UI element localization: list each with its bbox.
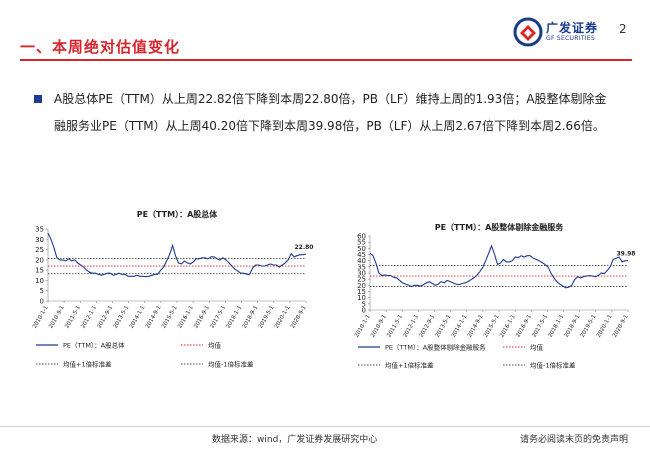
y-tick-label: 30 bbox=[35, 236, 44, 244]
series-line bbox=[47, 232, 307, 278]
x-tick-label: 2019-5-1 bbox=[258, 305, 276, 330]
y-tick-label: 35 bbox=[35, 226, 44, 234]
x-tick-label: 2014-9-1 bbox=[145, 305, 163, 330]
chart-pe-a-share-total-svg: PE（TTM）：A股总体 0 5 10 15 20 25 30 35 2010-1-12010-9… bbox=[32, 209, 314, 369]
y-tick-label: 15 bbox=[35, 267, 44, 275]
y-tick-label: 0 bbox=[362, 307, 366, 315]
x-tick-label: 2020-9-1 bbox=[612, 314, 630, 339]
x-tick-label: 2013-5-1 bbox=[435, 314, 453, 339]
summary-paragraph: A股总体PE（TTM）从上周22.82倍下降到本周22.80倍，PB（LF）维持… bbox=[54, 92, 607, 133]
x-tick-label: 2015-5-1 bbox=[161, 305, 179, 330]
y-tick-label: 30 bbox=[357, 270, 366, 278]
legend-label: 均值-1倍标准差 bbox=[530, 361, 576, 370]
legend-label: PE（TTM）：A股总体 bbox=[63, 341, 125, 350]
x-tick-label: 2020-1-1 bbox=[596, 314, 614, 339]
x-tick-label: 2016-1-1 bbox=[499, 314, 517, 339]
y-tick-label: 60 bbox=[357, 233, 366, 241]
x-tick-label: 2016-1-1 bbox=[177, 305, 195, 330]
footer-disclaimer: 请务必阅读末页的免责声明 bbox=[520, 435, 629, 445]
square-bullet-icon bbox=[34, 95, 42, 103]
y-tick-label: 25 bbox=[357, 276, 366, 284]
legend-label: 均值 bbox=[530, 343, 544, 352]
y-tick-label: 20 bbox=[35, 256, 44, 264]
legend-label: PE（TTM）：A股整体剔除金融服务 bbox=[385, 343, 486, 352]
chart-title: PE（TTM）：A股总体 bbox=[137, 209, 219, 219]
y-tick-label: 35 bbox=[357, 263, 366, 271]
y-tick-label: 5 bbox=[40, 287, 44, 295]
x-tick-label: 2012-9-1 bbox=[97, 305, 115, 330]
x-tick-label: 2018-1-1 bbox=[226, 305, 244, 330]
x-tick-label: 2020-1-1 bbox=[274, 305, 292, 330]
page-number: 2 bbox=[619, 22, 627, 36]
x-tick-label: 2014-1-1 bbox=[451, 314, 469, 339]
x-tick-label: 2016-9-1 bbox=[515, 314, 533, 339]
end-value-label: 39.98 bbox=[617, 251, 636, 258]
legend-label: 均值+1倍标准差 bbox=[385, 361, 434, 370]
page-header: 一、本周绝对估值变化 广发证券 GF SECURITIES 2 bbox=[0, 0, 650, 62]
y-tick-label: 45 bbox=[357, 251, 366, 259]
footer-divider bbox=[0, 426, 650, 427]
x-tick-label: 2016-9-1 bbox=[193, 305, 211, 330]
x-tick-label: 2012-1-1 bbox=[402, 314, 420, 339]
x-tick-label: 2013-5-1 bbox=[113, 305, 131, 330]
chart-title: PE（TTM）：A股整体剔除金融服务 bbox=[435, 222, 565, 232]
x-tick-label: 2011-5-1 bbox=[64, 305, 82, 330]
series-line bbox=[369, 244, 628, 289]
y-tick-label: 55 bbox=[357, 239, 366, 247]
x-tick-label: 2020-9-1 bbox=[290, 305, 308, 330]
x-tick-label: 2010-9-1 bbox=[370, 314, 388, 339]
x-tick-label: 2011-5-1 bbox=[386, 314, 404, 339]
page-title: 一、本周绝对估值变化 bbox=[20, 38, 181, 56]
x-tick-label: 2010-1-1 bbox=[32, 305, 50, 330]
legend-label: 均值-1倍标准差 bbox=[208, 360, 254, 369]
x-tick-label: 2017-5-1 bbox=[209, 305, 227, 330]
y-tick-label: 20 bbox=[357, 282, 366, 290]
y-tick-label: 0 bbox=[40, 298, 44, 306]
y-tick-label: 10 bbox=[357, 294, 366, 302]
x-tick-label: 2012-9-1 bbox=[419, 314, 437, 339]
x-tick-label: 2018-9-1 bbox=[242, 305, 260, 330]
x-tick-label: 2014-9-1 bbox=[467, 314, 485, 339]
title-divider bbox=[20, 59, 632, 61]
x-tick-label: 2018-9-1 bbox=[564, 314, 582, 339]
legend-label: 均值 bbox=[208, 341, 222, 350]
chart-pe-ex-financial: PE（TTM）：A股整体剔除金融服务 0 5 10 15 20 25 30 35 40 45 50 55… bbox=[338, 218, 638, 383]
x-tick-label: 2019-5-1 bbox=[580, 314, 598, 339]
gf-logo-icon bbox=[513, 17, 543, 47]
x-tick-label: 2017-5-1 bbox=[531, 314, 549, 339]
x-tick-label: 2014-1-1 bbox=[129, 305, 147, 330]
logo-chinese-name: 广发证券 bbox=[546, 21, 599, 35]
chart-pe-ex-financial-svg: PE（TTM）：A股整体剔除金融服务 0510152025303540455055… bbox=[354, 222, 636, 370]
logo-english-name: GF SECURITIES bbox=[546, 35, 596, 42]
brand-logo: 广发证券 GF SECURITIES bbox=[512, 16, 602, 50]
x-tick-label: 2012-1-1 bbox=[80, 305, 98, 330]
y-tick-label: 10 bbox=[35, 277, 44, 285]
x-tick-label: 2010-9-1 bbox=[48, 305, 66, 330]
y-tick-label: 25 bbox=[35, 246, 44, 254]
x-tick-label: 2018-1-1 bbox=[548, 314, 566, 339]
y-tick-label: 5 bbox=[362, 300, 366, 308]
chart-pe-a-share-total: PE（TTM）：A股总体 0 5 10 15 20 25 30 35 2010-1-1 2010-9… bbox=[16, 203, 316, 383]
x-tick-label: 2015-5-1 bbox=[483, 314, 501, 339]
y-tick-label: 15 bbox=[357, 288, 366, 296]
y-tick-label: 40 bbox=[357, 257, 366, 265]
footer-source: 数据来源：wind，广发证券发展研究中心 bbox=[212, 435, 378, 445]
legend-label: 均值+1倍标准差 bbox=[63, 360, 112, 369]
end-value-label: 22.80 bbox=[295, 244, 314, 251]
x-tick-label: 2010-1-1 bbox=[354, 314, 372, 339]
y-tick-label: 50 bbox=[357, 245, 366, 253]
